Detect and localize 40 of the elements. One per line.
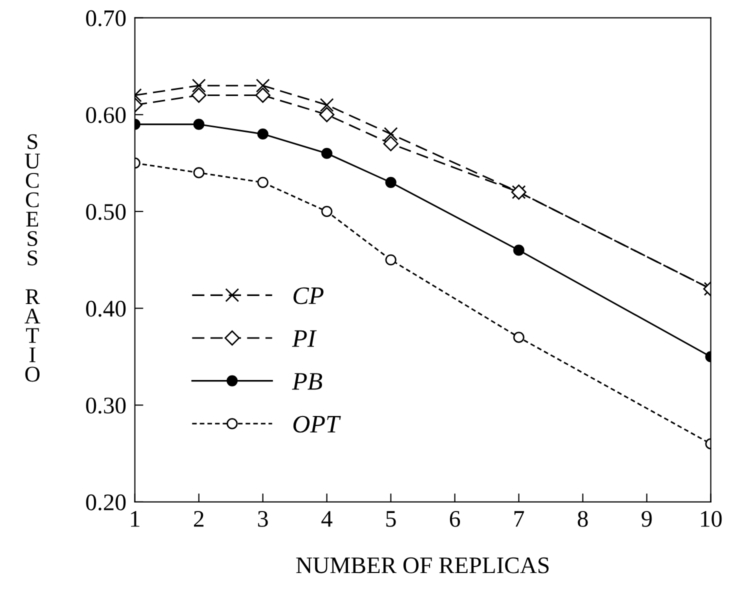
x-axis-title: NUMBER OF REPLICAS [296,557,549,574]
legend-label: OPT [293,416,341,433]
x-tick-label: 4 [321,511,332,527]
point [321,206,332,218]
point [319,107,334,122]
point [193,118,204,130]
point [256,78,270,93]
point [385,254,396,266]
point [320,98,334,112]
x-tick-label: 3 [258,511,268,527]
y-tick-label: 0.60 [86,107,126,124]
point [193,167,204,178]
y-tick-label: 0.40 [86,300,126,317]
x-tick-label: 10 [701,510,722,527]
point [257,128,268,140]
point [383,136,398,152]
point [257,176,268,188]
x-tick-label: 9 [642,511,652,527]
legend-label: PI [292,330,317,347]
x-tick-label: 6 [450,511,460,527]
point [384,127,398,141]
x-tick-label: 5 [386,511,396,527]
legend-label: CP [294,287,324,304]
y-tick-label: 0.50 [86,204,126,220]
x-tick-label: 1 [131,511,140,527]
point [192,78,206,93]
point [321,148,332,159]
point [513,332,524,343]
y-tick-label: 0.30 [86,398,126,414]
point [513,244,524,256]
y-tick-label: 0.70 [86,10,126,26]
text: SUCCESS RATIO [24,134,40,382]
legend-label: PB [292,373,322,390]
y-tick-label: 0.20 [86,494,126,510]
x-tick-label: 2 [194,511,204,527]
x-tick-label: 7 [514,511,524,527]
point [385,176,396,188]
x-tick-label: 8 [578,510,588,527]
point [191,88,206,103]
point [255,88,270,103]
